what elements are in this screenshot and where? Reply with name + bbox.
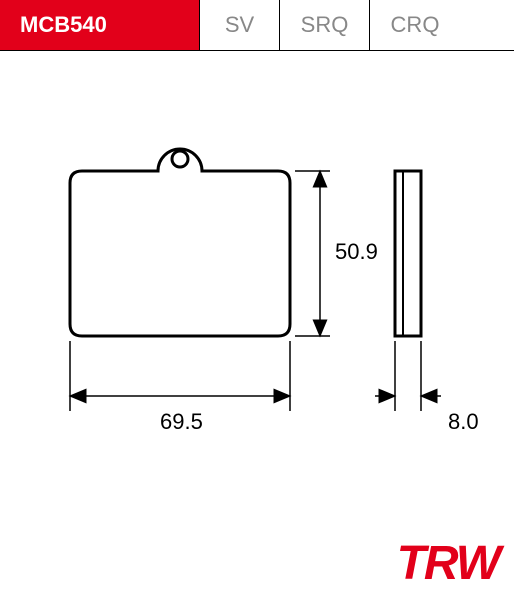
header-row: MCB540 SV SRQ CRQ xyxy=(0,0,514,51)
brand-logo: TRW xyxy=(397,536,499,591)
mounting-hole xyxy=(172,151,188,167)
variant-cell-0: SV xyxy=(200,0,280,50)
dimension-thickness xyxy=(375,341,441,411)
variant-cell-2: CRQ xyxy=(370,0,460,50)
variant-cell-1: SRQ xyxy=(280,0,370,50)
variant-label: CRQ xyxy=(391,12,440,37)
technical-drawing: 69.5 50.9 8.0 TRW xyxy=(0,51,514,601)
brand-text: TRW xyxy=(397,537,499,590)
part-number: MCB540 xyxy=(20,12,107,37)
variant-label: SV xyxy=(225,12,254,37)
part-number-cell: MCB540 xyxy=(0,0,200,50)
brake-pad-side xyxy=(395,171,421,336)
dimension-height xyxy=(295,171,330,336)
height-label: 50.9 xyxy=(335,239,378,265)
thickness-label: 8.0 xyxy=(448,409,479,435)
dimension-width xyxy=(70,341,290,411)
variant-label: SRQ xyxy=(301,12,349,37)
width-label: 69.5 xyxy=(160,409,203,435)
brake-pad-front xyxy=(70,149,290,336)
drawing-svg xyxy=(0,51,514,601)
